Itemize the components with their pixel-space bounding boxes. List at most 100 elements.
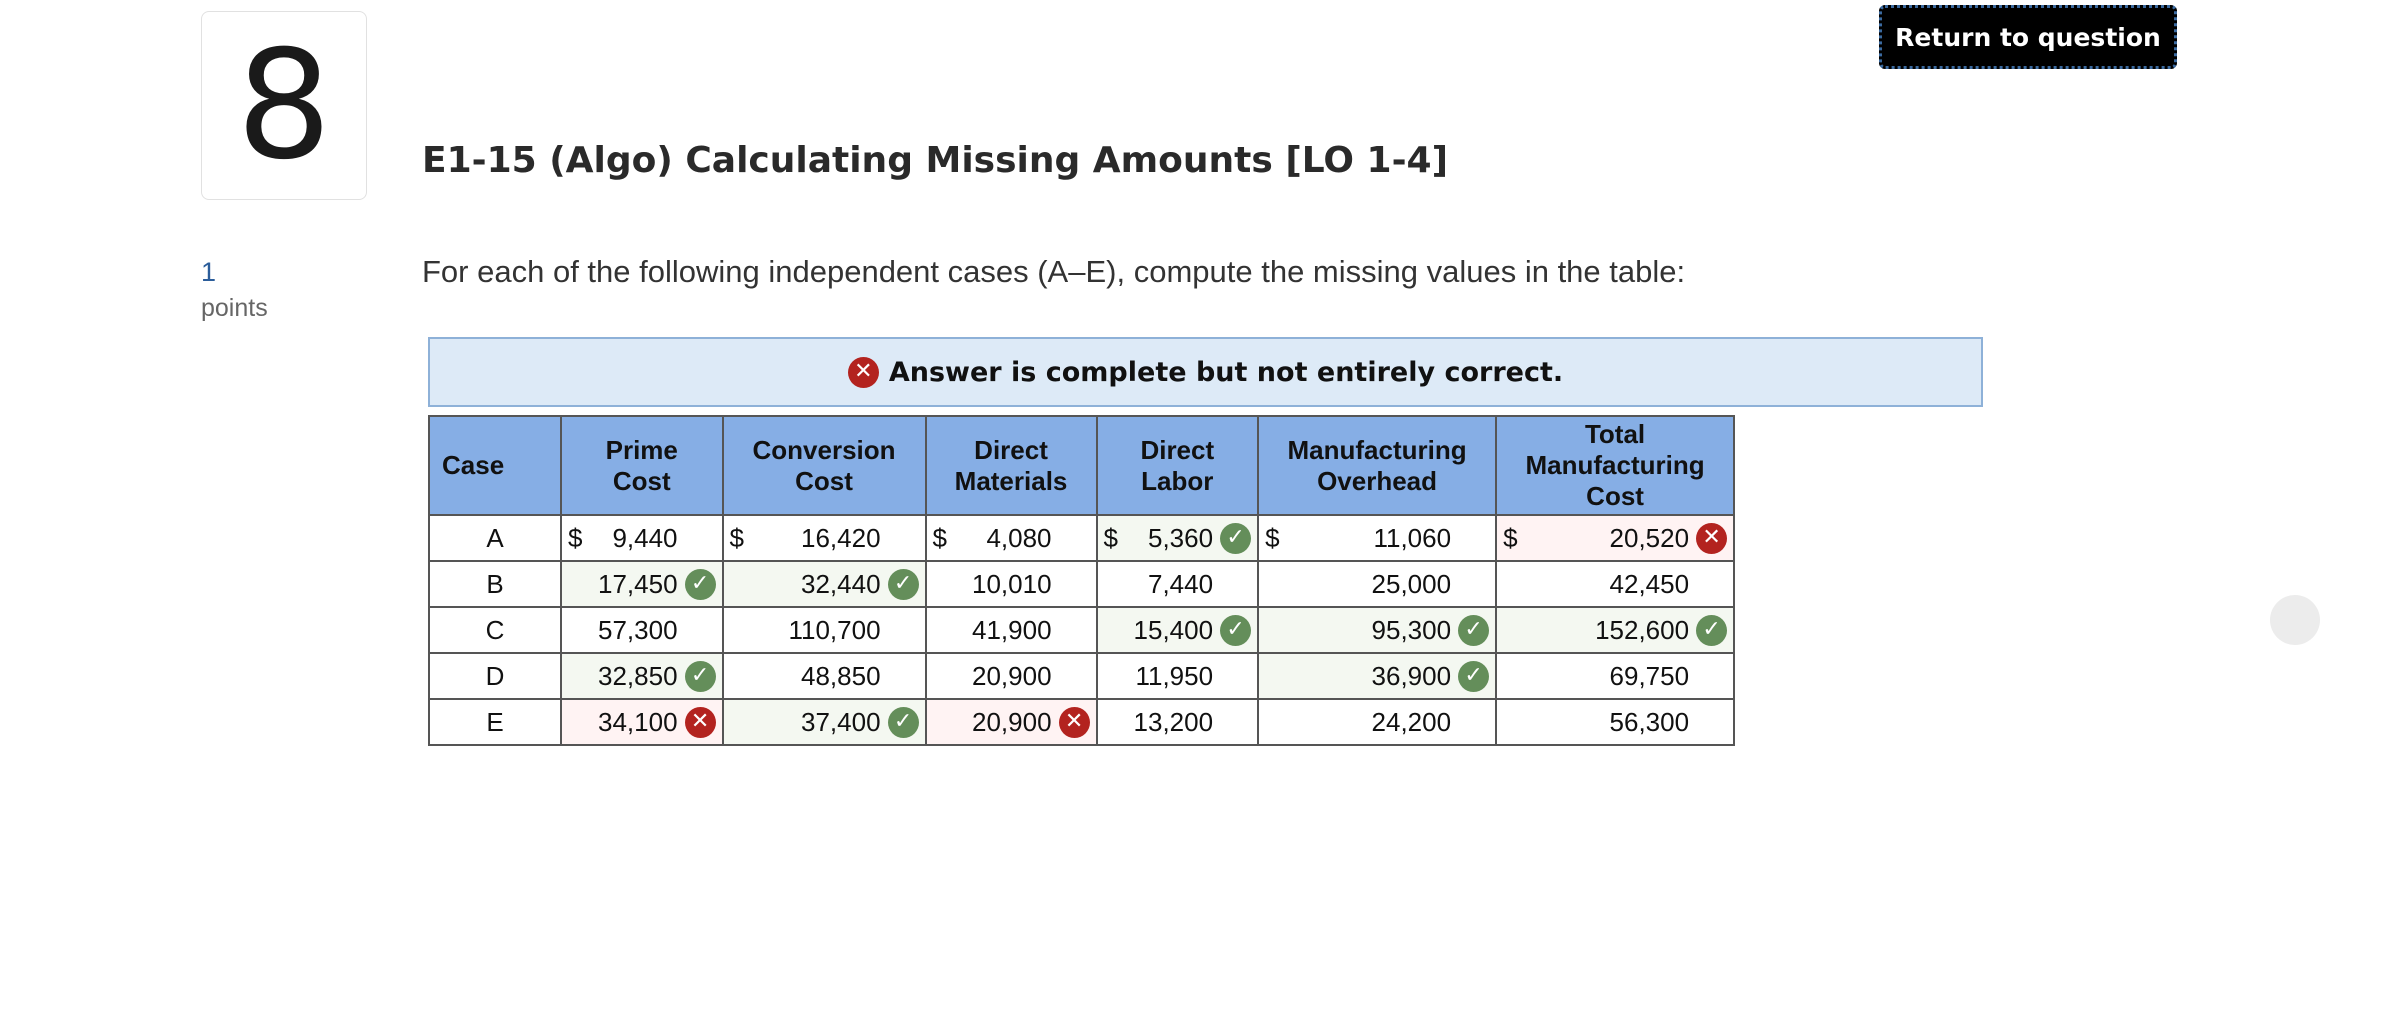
value-cell[interactable]: $11,060 bbox=[1257, 514, 1498, 562]
value-cell[interactable]: $4,080 bbox=[924, 514, 1098, 562]
cell-value: 24,200 bbox=[1371, 706, 1452, 737]
column-header: Case bbox=[428, 415, 562, 516]
cell-value: 16,420 bbox=[801, 522, 881, 553]
cell-value: 4,080 bbox=[986, 522, 1052, 553]
case-cell: C bbox=[428, 606, 562, 654]
cell-value: 95,300 bbox=[1371, 614, 1452, 645]
column-header: Prime Cost bbox=[560, 415, 724, 516]
cell-value: 110,700 bbox=[788, 614, 881, 645]
value-cell[interactable]: 41,900 bbox=[924, 606, 1098, 654]
case-cell: A bbox=[428, 514, 562, 562]
value-cell[interactable]: 25,000 bbox=[1257, 560, 1498, 608]
value-cell[interactable]: 32,440 ✓ bbox=[721, 560, 927, 608]
table-header-row: Case Prime Cost Conversion Cost Direct Materia… bbox=[428, 415, 1736, 516]
cell-value: 32,440 bbox=[801, 568, 881, 599]
question-prompt: For each of the following independent ca… bbox=[422, 254, 1686, 289]
value-cell[interactable]: 95,300 ✓ bbox=[1257, 606, 1498, 654]
value-cell[interactable]: 69,750 bbox=[1495, 652, 1736, 700]
answer-status-banner: ✕ Answer is complete but not entirely co… bbox=[428, 337, 1983, 407]
currency-symbol: $ bbox=[729, 522, 744, 553]
check-circle-icon: ✓ bbox=[1458, 614, 1490, 646]
value-cell[interactable]: 17,450 ✓ bbox=[560, 560, 724, 608]
value-cell[interactable]: 48,850 bbox=[721, 652, 927, 700]
cell-value: 13,200 bbox=[1133, 706, 1214, 737]
currency-symbol: $ bbox=[568, 522, 583, 553]
currency-symbol: $ bbox=[1265, 522, 1280, 553]
value-cell[interactable]: 32,850 ✓ bbox=[560, 652, 724, 700]
return-to-question-button[interactable]: Return to question bbox=[1879, 5, 2177, 69]
table-row: A $9,440 $16,420 $4,080 $5,360 ✓ $11,060 $20,52… bbox=[428, 514, 1736, 562]
value-cell[interactable]: 56,300 bbox=[1495, 698, 1736, 746]
cell-value: 36,900 bbox=[1371, 660, 1452, 691]
case-cell: E bbox=[428, 698, 562, 746]
check-circle-icon: ✓ bbox=[684, 568, 716, 600]
cell-value: 11,950 bbox=[1135, 660, 1214, 691]
check-circle-icon: ✓ bbox=[1220, 522, 1252, 554]
cell-value: 57,300 bbox=[598, 614, 678, 645]
value-cell[interactable]: 57,300 bbox=[560, 606, 724, 654]
column-header: Total Manufacturing Cost bbox=[1495, 415, 1736, 516]
value-cell[interactable]: 13,200 bbox=[1095, 698, 1260, 746]
value-cell[interactable]: $16,420 bbox=[721, 514, 927, 562]
answer-table: Case Prime Cost Conversion Cost Direct Materia… bbox=[428, 415, 1736, 746]
value-cell[interactable]: 10,010 bbox=[924, 560, 1098, 608]
value-cell[interactable]: 34,100 ✕ bbox=[560, 698, 724, 746]
value-cell[interactable]: 20,900 ✕ bbox=[924, 698, 1098, 746]
value-cell[interactable]: 42,450 bbox=[1495, 560, 1736, 608]
cell-value: 17,450 bbox=[598, 568, 678, 599]
value-cell[interactable]: $20,520 ✕ bbox=[1495, 514, 1736, 562]
scroll-indicator[interactable] bbox=[2270, 595, 2320, 645]
cell-value: 56,300 bbox=[1609, 706, 1690, 737]
check-circle-icon: ✓ bbox=[1458, 660, 1490, 692]
table-row: C 57,300 110,700 41,900 15,400 ✓ 95,300 ✓ 152,60… bbox=[428, 606, 1736, 654]
cell-value: 32,850 bbox=[598, 660, 678, 691]
cell-value: 37,400 bbox=[801, 706, 881, 737]
cell-value: 7,440 bbox=[1147, 568, 1214, 599]
cell-value: 48,850 bbox=[801, 660, 881, 691]
currency-symbol: $ bbox=[1503, 522, 1518, 553]
check-circle-icon: ✓ bbox=[1696, 614, 1728, 646]
currency-symbol: $ bbox=[1103, 522, 1118, 553]
table-row: D 32,850 ✓ 48,850 20,900 11,950 36,900 ✓ 69,750 bbox=[428, 652, 1736, 700]
table-row: B 17,450 ✓ 32,440 ✓ 10,010 7,440 25,000 42,450 bbox=[428, 560, 1736, 608]
column-header: Conversion Cost bbox=[721, 415, 927, 516]
value-cell[interactable]: 15,400 ✓ bbox=[1095, 606, 1260, 654]
cell-value: 42,450 bbox=[1609, 568, 1690, 599]
value-cell[interactable]: 7,440 bbox=[1095, 560, 1260, 608]
column-header: Direct Labor bbox=[1095, 415, 1260, 516]
x-circle-icon: ✕ bbox=[1696, 522, 1728, 554]
question-number-box: 8 bbox=[201, 11, 367, 200]
cell-value: 5,360 bbox=[1147, 522, 1214, 553]
x-circle-icon: ✕ bbox=[1058, 706, 1090, 738]
value-cell[interactable]: 37,400 ✓ bbox=[721, 698, 927, 746]
check-circle-icon: ✓ bbox=[684, 660, 716, 692]
value-cell[interactable]: 20,900 bbox=[924, 652, 1098, 700]
cell-value: 20,900 bbox=[972, 706, 1052, 737]
value-cell[interactable]: 11,950 bbox=[1095, 652, 1260, 700]
points-label: points bbox=[201, 294, 268, 322]
value-cell[interactable]: $5,360 ✓ bbox=[1095, 514, 1260, 562]
case-cell: D bbox=[428, 652, 562, 700]
check-circle-icon: ✓ bbox=[1220, 614, 1252, 646]
value-cell[interactable]: 152,600 ✓ bbox=[1495, 606, 1736, 654]
value-cell[interactable]: $9,440 bbox=[560, 514, 724, 562]
table-row: E 34,100 ✕ 37,400 ✓ 20,900 ✕ 13,200 24,200 56,300 bbox=[428, 698, 1736, 746]
cell-value: 20,520 bbox=[1609, 522, 1690, 553]
check-circle-icon: ✓ bbox=[887, 568, 919, 600]
cell-value: 41,900 bbox=[972, 614, 1052, 645]
answer-status-text: Answer is complete but not entirely corr… bbox=[888, 356, 1564, 388]
cell-value: 11,060 bbox=[1373, 522, 1452, 553]
cell-value: 34,100 bbox=[598, 706, 678, 737]
question-title: E1-15 (Algo) Calculating Missing Amounts… bbox=[422, 140, 1449, 181]
value-cell[interactable]: 110,700 bbox=[721, 606, 927, 654]
cell-value: 9,440 bbox=[612, 522, 678, 553]
value-cell[interactable]: 36,900 ✓ bbox=[1257, 652, 1498, 700]
cell-value: 69,750 bbox=[1609, 660, 1690, 691]
cell-value: 152,600 bbox=[1595, 614, 1690, 645]
currency-symbol: $ bbox=[932, 522, 947, 553]
x-circle-icon: ✕ bbox=[847, 356, 879, 388]
case-cell: B bbox=[428, 560, 562, 608]
value-cell[interactable]: 24,200 bbox=[1257, 698, 1498, 746]
check-circle-icon: ✓ bbox=[887, 706, 919, 738]
cell-value: 10,010 bbox=[972, 568, 1052, 599]
